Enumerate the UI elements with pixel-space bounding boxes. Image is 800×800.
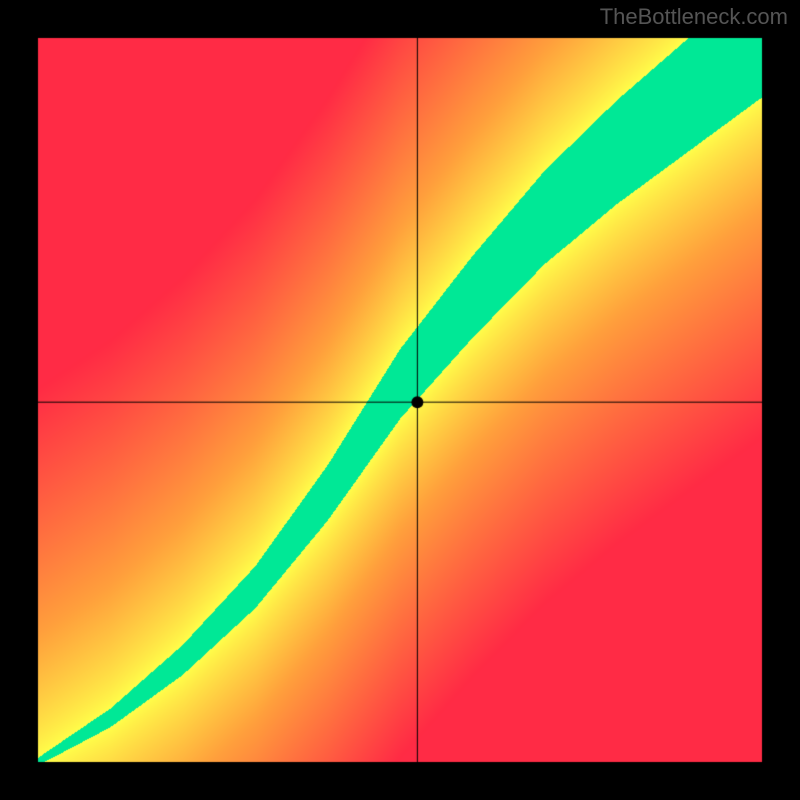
watermark-text: TheBottleneck.com [600, 4, 788, 30]
chart-container: TheBottleneck.com [0, 0, 800, 800]
bottleneck-heatmap [0, 0, 800, 800]
